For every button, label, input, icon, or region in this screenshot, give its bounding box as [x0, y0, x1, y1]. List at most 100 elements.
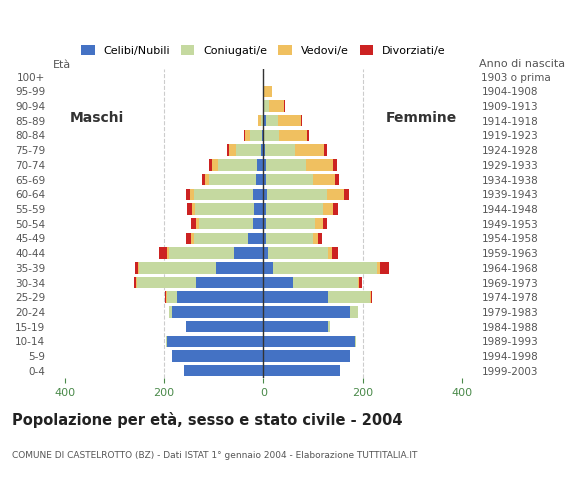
Bar — [165, 291, 166, 303]
Bar — [172, 306, 263, 318]
Bar — [250, 130, 262, 141]
Bar — [263, 291, 328, 303]
Bar — [358, 277, 359, 288]
Bar — [323, 203, 333, 215]
Bar — [263, 336, 355, 347]
Bar — [269, 247, 328, 259]
Bar — [263, 144, 265, 156]
Bar — [245, 130, 250, 141]
Bar — [216, 262, 263, 274]
Bar — [202, 174, 205, 185]
Bar — [333, 203, 338, 215]
Bar — [244, 130, 245, 141]
Bar — [335, 174, 339, 185]
Bar — [313, 174, 335, 185]
Bar — [263, 189, 267, 200]
Bar — [263, 321, 328, 332]
Bar — [136, 277, 137, 288]
Bar — [193, 203, 195, 215]
Bar — [371, 291, 372, 303]
Bar — [269, 100, 284, 112]
Bar — [138, 262, 139, 274]
Bar — [186, 321, 187, 332]
Bar — [318, 233, 322, 244]
Bar — [263, 262, 273, 274]
Bar — [328, 291, 370, 303]
Bar — [295, 144, 324, 156]
Bar — [324, 144, 327, 156]
Text: Femmine: Femmine — [386, 110, 457, 124]
Bar — [184, 365, 263, 376]
Bar — [169, 247, 234, 259]
Bar — [169, 306, 172, 318]
Bar — [263, 71, 264, 83]
Bar — [166, 336, 263, 347]
Bar — [263, 115, 266, 127]
Bar — [370, 291, 371, 303]
Bar — [236, 144, 261, 156]
Bar — [316, 218, 323, 229]
Bar — [160, 247, 166, 259]
Bar — [266, 218, 316, 229]
Bar — [263, 130, 264, 141]
Bar — [333, 159, 337, 170]
Text: Anno di nascita: Anno di nascita — [478, 59, 565, 69]
Bar — [265, 144, 295, 156]
Text: Maschi: Maschi — [70, 110, 124, 124]
Bar — [306, 130, 309, 141]
Bar — [176, 291, 263, 303]
Bar — [137, 277, 197, 288]
Bar — [261, 144, 263, 156]
Bar — [267, 189, 327, 200]
Bar — [187, 203, 193, 215]
Bar — [279, 130, 306, 141]
Bar — [278, 115, 300, 127]
Bar — [134, 277, 136, 288]
Bar — [306, 159, 333, 170]
Bar — [135, 262, 138, 274]
Bar — [266, 159, 306, 170]
Bar — [293, 277, 358, 288]
Bar — [199, 218, 253, 229]
Bar — [313, 233, 318, 244]
Bar — [266, 115, 278, 127]
Bar — [259, 115, 261, 127]
Bar — [332, 247, 338, 259]
Bar — [197, 218, 199, 229]
Bar — [300, 115, 302, 127]
Bar — [359, 277, 361, 288]
Bar — [258, 159, 263, 170]
Bar — [328, 247, 332, 259]
Bar — [263, 233, 266, 244]
Bar — [328, 321, 331, 332]
Bar — [256, 174, 263, 185]
Bar — [266, 174, 313, 185]
Bar — [263, 100, 264, 112]
Text: COMUNE DI CASTELROTTO (BZ) - Dati ISTAT 1° gennaio 2004 - Elaborazione TUTTITALI: COMUNE DI CASTELROTTO (BZ) - Dati ISTAT … — [12, 451, 417, 460]
Bar — [263, 174, 266, 185]
Bar — [273, 262, 378, 274]
Bar — [187, 321, 263, 332]
Bar — [253, 218, 263, 229]
Bar — [255, 203, 263, 215]
Bar — [344, 189, 349, 200]
Bar — [327, 189, 344, 200]
Bar — [263, 365, 340, 376]
Bar — [380, 262, 389, 274]
Bar — [191, 233, 194, 244]
Bar — [234, 247, 263, 259]
Bar — [263, 350, 350, 362]
Bar — [197, 277, 263, 288]
Bar — [264, 100, 269, 112]
Legend: Celibi/Nubili, Coniugati/e, Vedovi/e, Divorziati/e: Celibi/Nubili, Coniugati/e, Vedovi/e, Di… — [77, 41, 450, 60]
Bar — [194, 189, 253, 200]
Bar — [195, 203, 255, 215]
Bar — [218, 159, 258, 170]
Text: Popolazione per età, sesso e stato civile - 2004: Popolazione per età, sesso e stato civil… — [12, 412, 402, 428]
Bar — [248, 233, 263, 244]
Bar — [227, 144, 229, 156]
Bar — [284, 100, 285, 112]
Bar — [253, 189, 263, 200]
Bar — [261, 115, 263, 127]
Bar — [190, 189, 194, 200]
